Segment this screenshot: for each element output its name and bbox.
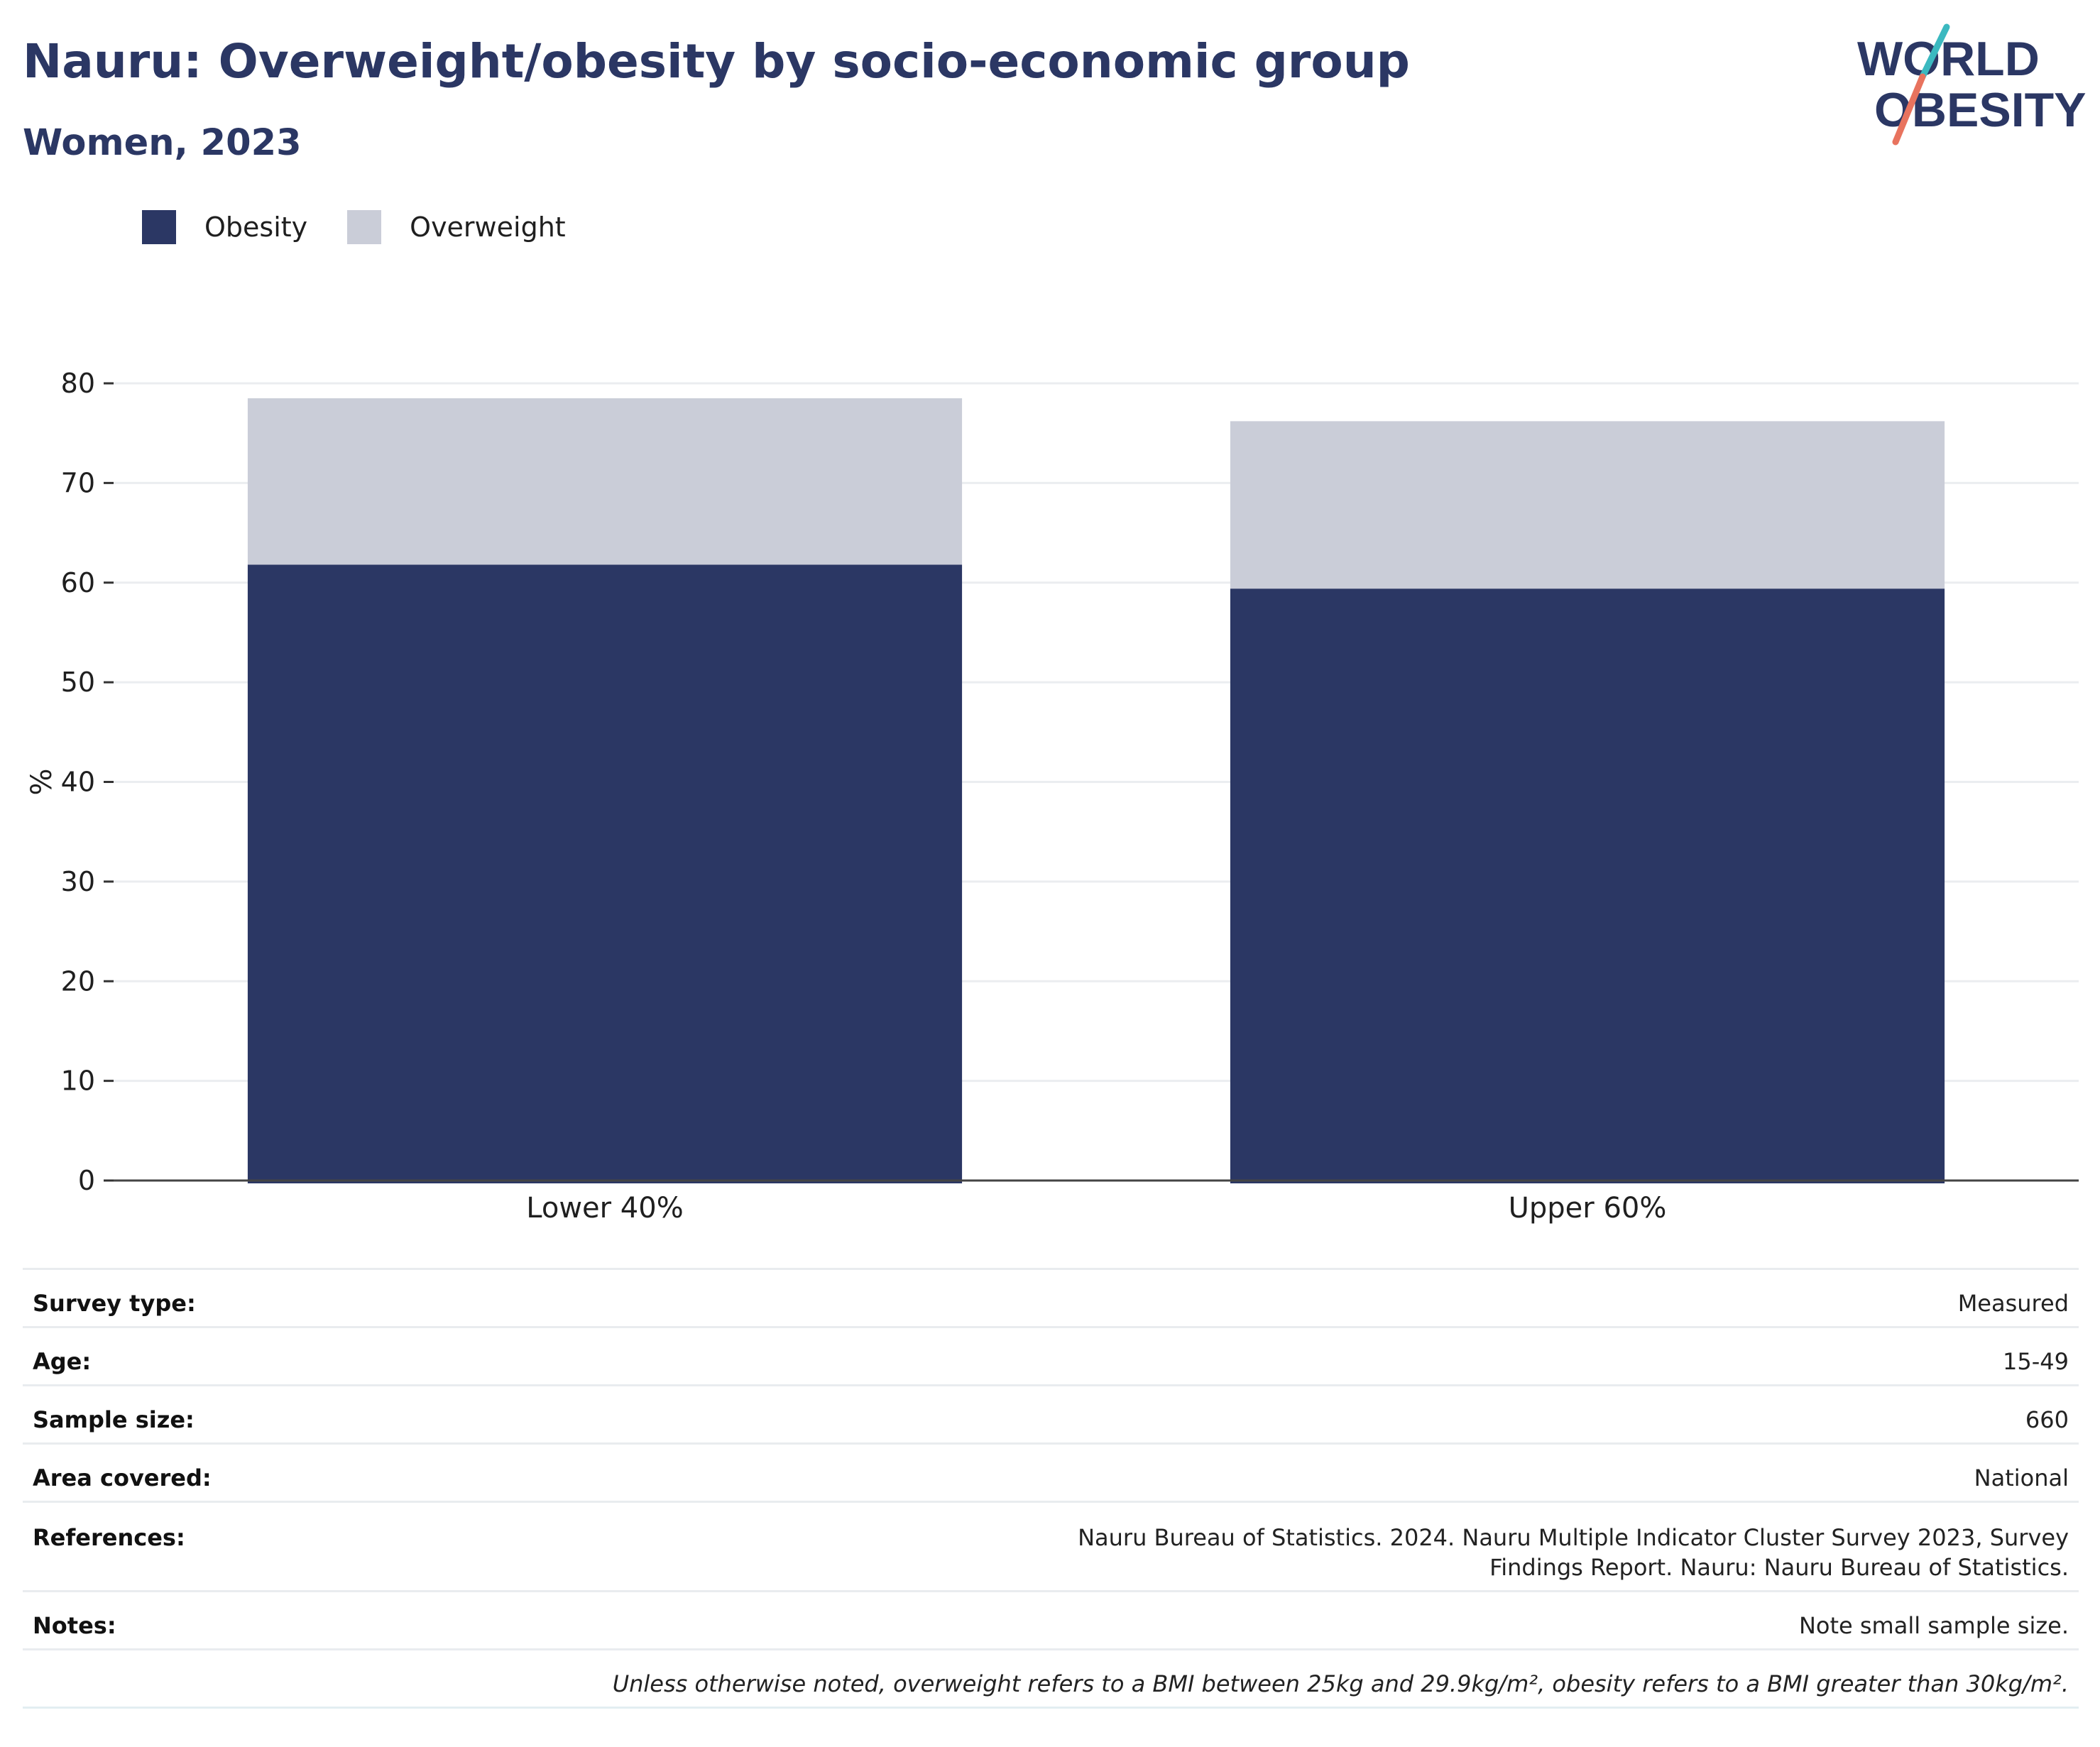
y-tick-label: 30 [61,866,95,897]
table-row: Age: 15-49 [23,1326,2079,1386]
logo-slash-coral [1892,73,1926,146]
legend-label-obesity: Obesity [204,212,308,243]
table-row: Unless otherwise noted, overweight refer… [23,1648,2079,1709]
notes-label: Notes: [23,1590,520,1650]
bar-obesity-1 [247,564,963,1183]
y-tick-label: 50 [61,667,95,698]
references-value: Nauru Bureau of Statistics. 2024. Nauru … [520,1501,2079,1592]
legend-swatch-obesity [142,210,176,244]
table-row: Area covered: National [23,1442,2079,1502]
y-tick-label: 70 [61,467,95,498]
x-tick-label: Lower 40% [526,1192,683,1225]
survey-type-value: Measured [520,1268,2079,1327]
area-covered-value: National [520,1442,2079,1502]
table-row: References: Nauru Bureau of Statistics. … [23,1501,2079,1592]
world-obesity-logo: WORLD OBESITY [1857,23,2087,146]
y-tick-label: 40 [61,767,95,798]
y-tick-label: 10 [61,1066,95,1097]
logo-slash-teal [1919,23,1950,80]
table-row: Survey type: Measured [23,1268,2079,1327]
sample-size-value: 660 [520,1384,2079,1444]
bar-chart: 0 10 20 30 40 50 60 70 80% Lower 40% Upper 60% [26,368,2079,1225]
logo-line-world: WORLD [1857,32,2040,86]
chart-title: Nauru: Overweight/obesity by socio-econo… [23,34,1410,89]
survey-type-label: Survey type: [23,1268,520,1327]
references-label: References: [23,1501,520,1592]
y-axis-label: % [26,768,58,795]
chart-legend: Obesity Overweight [142,210,606,244]
bar-overweight-1 [247,398,963,565]
bar-overweight-2 [1230,421,1945,589]
age-value: 15-49 [520,1326,2079,1386]
bar-obesity-2 [1230,588,1945,1183]
notes-value: Note small sample size. [520,1590,2079,1650]
legend-item-overweight[interactable]: Overweight [347,210,566,244]
y-tick-label: 60 [61,567,95,598]
bmi-definition-footnote: Unless otherwise noted, overweight refer… [23,1648,2079,1709]
area-covered-label: Area covered: [23,1442,520,1502]
y-tick-label: 20 [61,965,95,997]
table-row: Sample size: 660 [23,1384,2079,1444]
y-tick-label: 80 [61,368,95,399]
age-label: Age: [23,1326,520,1386]
sample-size-label: Sample size: [23,1384,520,1444]
x-tick-label: Upper 60% [1509,1192,1667,1225]
y-tick-label: 0 [78,1165,95,1196]
chart-subtitle: Women, 2023 [23,122,302,164]
legend-item-obesity[interactable]: Obesity [142,210,307,244]
survey-details-table: Survey type: Measured Age: 15-49 Sample … [23,1268,2079,1709]
legend-label-overweight: Overweight [410,212,566,243]
table-row: Notes: Note small sample size. [23,1590,2079,1650]
legend-swatch-overweight [347,210,382,244]
